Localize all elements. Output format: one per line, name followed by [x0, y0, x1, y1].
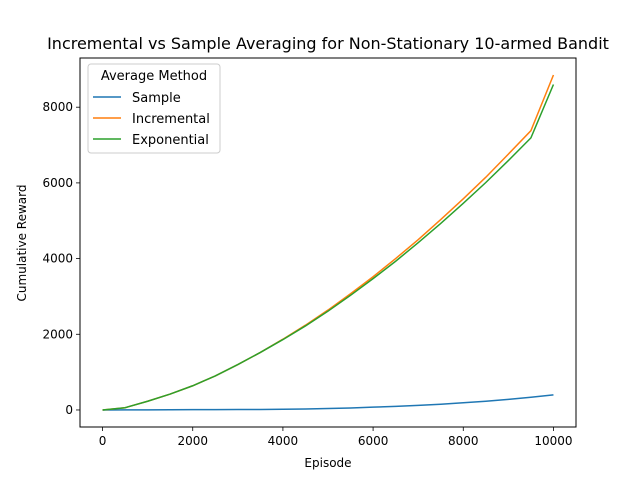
x-tick-label: 6000 [358, 434, 389, 448]
legend-label-incremental: Incremental [132, 112, 210, 127]
x-axis: 0 2000 4000 6000 8000 10000 [99, 427, 573, 448]
plot-lines [102, 74, 555, 411]
chart-title: Incremental vs Sample Averaging for Non-… [47, 34, 609, 53]
y-axis: 0 2000 4000 6000 8000 [42, 100, 80, 417]
series-line-sample [102, 394, 554, 411]
x-tick-label: 4000 [268, 434, 299, 448]
y-tick-label: 2000 [42, 327, 73, 341]
legend-box [87, 63, 221, 154]
plot-frame [79, 57, 577, 428]
legend-title: Average Method [101, 69, 207, 84]
series-line-exponential [102, 84, 555, 411]
legend-label-exponential: Exponential [132, 133, 209, 148]
y-tick-label: 6000 [42, 176, 73, 190]
x-tick-label: 8000 [448, 434, 479, 448]
legend: Average Method Sample Incremental Exponent… [87, 63, 221, 154]
x-tick-label: 2000 [177, 434, 208, 448]
y-tick-label: 8000 [42, 100, 73, 114]
x-tick-label: 0 [99, 434, 107, 448]
y-axis-label: Cumulative Reward [15, 185, 29, 302]
x-tick-label: 10000 [534, 434, 572, 448]
y-tick-label: 4000 [42, 252, 73, 266]
x-axis-label: Episode [304, 456, 351, 470]
legend-label-sample: Sample [132, 91, 181, 106]
y-tick-label: 0 [65, 403, 73, 417]
